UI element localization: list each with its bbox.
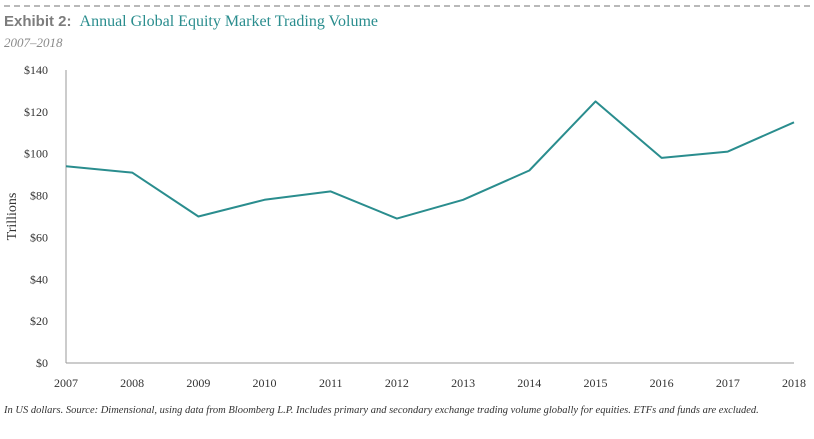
y-tick-label: $40	[30, 272, 48, 286]
x-tick-label: 2013	[451, 376, 475, 390]
y-tick-label: $60	[30, 230, 48, 244]
x-tick-label: 2009	[186, 376, 210, 390]
y-tick-label: $100	[24, 147, 48, 161]
y-tick-label: $0	[36, 356, 48, 370]
line-chart: $0$20$40$60$80$100$120$140 2007 2008 2009 2…	[5, 63, 806, 390]
x-tick-label: 2008	[120, 376, 144, 390]
exhibit-label: Exhibit 2:	[4, 13, 72, 30]
x-tick-label: 2011	[319, 376, 343, 390]
y-tick-labels: $0 $20 $40 $60 $80 $100 $120 $140	[24, 63, 48, 370]
y-tick-label: $140	[24, 63, 48, 77]
x-tick-label: 2010	[253, 376, 277, 390]
top-dashed-rule	[4, 5, 810, 7]
footnote: In US dollars. Source: Dimensional, usin…	[4, 405, 759, 416]
y-tick-label: $80	[30, 189, 48, 203]
y-tick-label: $120	[24, 105, 48, 119]
title-text: Annual Global Equity Market Trading Volu…	[79, 13, 379, 30]
series-lines	[65, 100, 795, 220]
axes	[65, 70, 794, 364]
x-tick-label: 2017	[716, 376, 740, 390]
x-tick-label: 2016	[650, 376, 674, 390]
x-tick-label: 2014	[517, 376, 541, 390]
y-axis-label: Trillions	[5, 193, 20, 241]
x-tick-label: 2012	[385, 376, 409, 390]
x-tick-label: 2018	[782, 376, 806, 390]
chart-subtitle: 2007–2018	[4, 35, 63, 50]
series-line	[65, 100, 795, 220]
x-tick-label: 2015	[583, 376, 607, 390]
x-tick-label: 2007	[54, 376, 78, 390]
x-tick-labels: 2007 2008 2009 2010 2011 2012 2013 2014 2015 2016…	[54, 376, 806, 390]
y-tick-label: $20	[30, 314, 48, 328]
chart-title: Exhibit 2: Annual Global Equity Market T…	[4, 13, 378, 31]
